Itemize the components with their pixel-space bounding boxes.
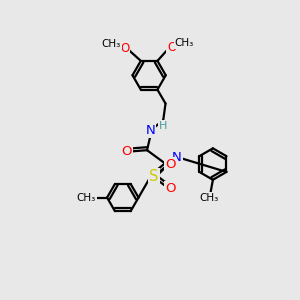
Text: CH₃: CH₃ <box>200 193 219 202</box>
Text: O: O <box>165 182 175 195</box>
Text: CH₃: CH₃ <box>77 193 96 202</box>
Text: O: O <box>122 145 132 158</box>
Text: O: O <box>120 42 129 55</box>
Text: CH₃: CH₃ <box>175 38 194 48</box>
Text: O: O <box>165 158 176 171</box>
Text: O: O <box>167 40 177 53</box>
Text: N: N <box>146 124 155 137</box>
Text: H: H <box>159 121 167 131</box>
Text: N: N <box>172 151 182 164</box>
Text: S: S <box>149 169 159 184</box>
Text: CH₃: CH₃ <box>102 38 121 49</box>
